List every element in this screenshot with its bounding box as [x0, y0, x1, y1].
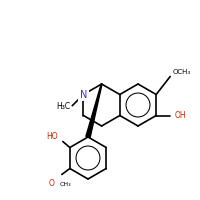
- Text: OCH₃: OCH₃: [172, 68, 190, 74]
- Text: OH: OH: [174, 111, 186, 120]
- Text: O: O: [49, 180, 55, 188]
- Text: CH₃: CH₃: [60, 182, 71, 188]
- Polygon shape: [86, 84, 102, 138]
- Text: N: N: [80, 90, 87, 99]
- Text: H₃C: H₃C: [56, 102, 70, 111]
- Text: HO: HO: [46, 132, 58, 141]
